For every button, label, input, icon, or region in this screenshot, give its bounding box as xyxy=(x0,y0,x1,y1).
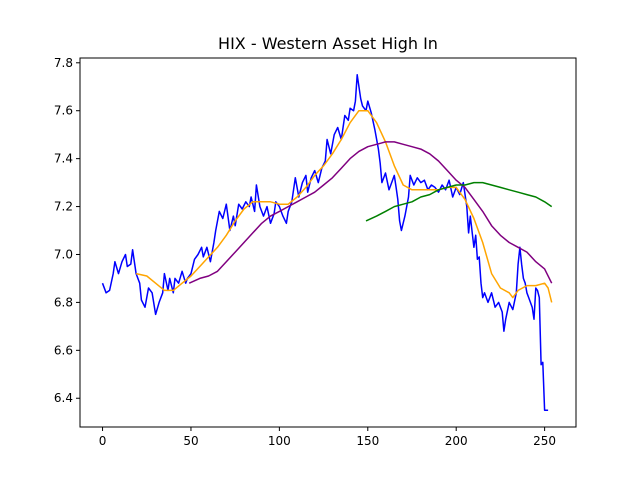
x-tick-label: 250 xyxy=(533,434,556,448)
plot-area xyxy=(101,74,553,411)
x-tick-label: 50 xyxy=(183,434,198,448)
y-tick-label: 6.4 xyxy=(54,391,73,405)
x-tick-label: 200 xyxy=(445,434,468,448)
series-line-4 xyxy=(365,181,553,222)
series-line-3 xyxy=(188,141,553,284)
y-tick-label: 7.8 xyxy=(54,56,73,70)
y-axis: 6.4 6.6 6.8 7.0 7.2 7.4 7.6 7.8 xyxy=(54,56,80,405)
x-tick-label: 100 xyxy=(268,434,291,448)
series-line-2 xyxy=(135,109,553,303)
y-tick-label: 6.6 xyxy=(54,343,73,357)
y-tick-label: 7.2 xyxy=(54,200,73,214)
x-axis: 0 50 100 150 200 250 xyxy=(99,427,556,448)
axes-frame xyxy=(79,57,577,428)
y-tick-label: 7.0 xyxy=(54,247,73,261)
x-tick-label: 0 xyxy=(99,434,107,448)
y-tick-label: 7.6 xyxy=(54,104,73,118)
chart-title: HIX - Western Asset High In xyxy=(218,34,438,53)
x-tick-label: 150 xyxy=(356,434,379,448)
y-tick-label: 6.8 xyxy=(54,295,73,309)
series-line-1 xyxy=(101,74,549,411)
y-tick-label: 7.4 xyxy=(54,152,73,166)
